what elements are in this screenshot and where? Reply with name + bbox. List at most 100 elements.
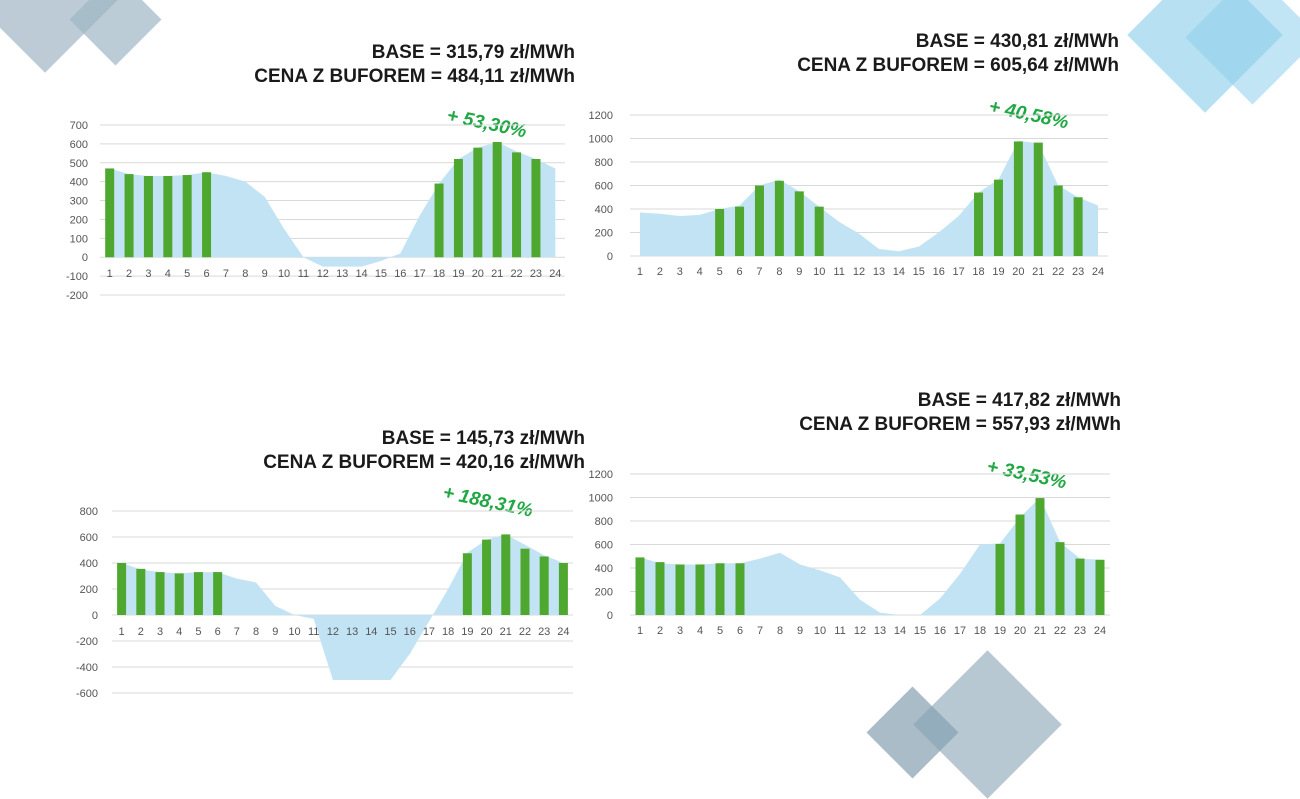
bar (1055, 542, 1065, 615)
x-tick-label: 1 (119, 626, 125, 638)
x-tick-label: 2 (657, 625, 663, 637)
y-tick-label: -400 (76, 662, 98, 674)
bar (675, 564, 685, 615)
y-tick-label: -200 (76, 636, 98, 648)
x-tick-label: 9 (272, 626, 278, 638)
bar (520, 548, 530, 615)
y-tick-label: 400 (595, 563, 613, 575)
x-tick-label: 6 (737, 625, 743, 637)
x-tick-label: 6 (736, 266, 742, 278)
bar (155, 572, 165, 615)
x-tick-label: 11 (833, 266, 844, 278)
area-series (640, 497, 1100, 615)
x-tick-label: 7 (756, 266, 762, 278)
bar (1095, 559, 1105, 615)
x-tick-label: 13 (874, 625, 886, 637)
x-tick-label: 14 (893, 266, 905, 278)
bar (1075, 558, 1085, 615)
bar (715, 209, 725, 256)
x-tick-label: 2 (138, 626, 144, 638)
x-tick-label: 20 (480, 626, 492, 638)
bar (1015, 514, 1025, 615)
chart-title-2: BASE = 430,81 zł/MWh CENA Z BUFOREM = 60… (797, 30, 1119, 78)
x-tick-label: 14 (365, 626, 377, 638)
bar (482, 539, 492, 615)
bar (814, 206, 824, 256)
x-tick-label: 16 (934, 625, 946, 637)
area-series (121, 534, 564, 680)
x-tick-label: 7 (223, 268, 229, 280)
x-tick-label: 2 (126, 268, 132, 280)
x-tick-label: 17 (954, 625, 966, 637)
x-tick-label: 22 (519, 626, 531, 638)
x-tick-label: 20 (1014, 625, 1026, 637)
bar (695, 564, 705, 615)
bar (473, 147, 483, 258)
x-tick-label: 5 (195, 626, 201, 638)
x-tick-label: 11 (298, 268, 309, 280)
buffer-price-1: CENA Z BUFOREM = 484,11 zł/MWh (254, 66, 575, 87)
y-tick-label: 700 (70, 120, 88, 132)
y-tick-label: -100 (66, 271, 88, 283)
y-tick-label: 300 (70, 196, 88, 208)
bar (105, 168, 115, 258)
x-tick-label: 19 (461, 626, 473, 638)
y-tick-label: 200 (80, 584, 98, 596)
x-tick-label: 18 (433, 268, 445, 280)
x-tick-label: 18 (974, 625, 986, 637)
bar (993, 179, 1003, 256)
bar (1013, 141, 1023, 256)
bar (1073, 197, 1083, 256)
x-tick-label: 19 (994, 625, 1006, 637)
x-tick-label: 3 (157, 626, 163, 638)
x-tick-label: 7 (757, 625, 763, 637)
x-tick-label: 4 (697, 625, 703, 637)
bar (655, 562, 665, 615)
x-tick-label: 11 (308, 626, 319, 638)
x-tick-label: 14 (355, 268, 367, 280)
bar (794, 191, 804, 256)
x-tick-label: 16 (404, 626, 416, 638)
bar (635, 557, 645, 615)
x-tick-label: 15 (914, 625, 926, 637)
x-tick-label: 17 (423, 626, 435, 638)
bar (735, 206, 745, 256)
x-tick-label: 8 (776, 266, 782, 278)
x-tick-label: 5 (184, 268, 190, 280)
x-tick-label: 24 (549, 268, 561, 280)
y-tick-label: 1200 (589, 110, 613, 122)
x-tick-label: 5 (717, 266, 723, 278)
x-tick-label: 15 (375, 268, 387, 280)
y-tick-label: 200 (595, 228, 613, 240)
bar (193, 572, 203, 615)
y-tick-label: 200 (595, 587, 613, 599)
y-tick-label: 0 (607, 251, 613, 263)
area-series (109, 142, 556, 267)
x-tick-label: 24 (1092, 266, 1104, 278)
bar (453, 159, 463, 258)
x-tick-label: 12 (327, 626, 339, 638)
x-tick-label: 19 (992, 266, 1004, 278)
y-tick-label: 600 (80, 532, 98, 544)
chart-title-1: BASE = 315,79 zł/MWh CENA Z BUFOREM = 48… (254, 41, 575, 89)
y-tick-label: 400 (70, 177, 88, 189)
y-tick-label: 0 (92, 610, 98, 622)
bar (974, 192, 984, 256)
area-series (639, 140, 1099, 256)
bar (995, 543, 1005, 615)
y-tick-label: 600 (595, 181, 613, 193)
y-tick-label: 0 (82, 252, 88, 264)
y-tick-label: 1200 (589, 469, 613, 481)
bar (558, 563, 568, 615)
bar (143, 176, 153, 258)
chart-title-3: BASE = 145,73 zł/MWh CENA Z BUFOREM = 42… (263, 427, 585, 475)
x-tick-label: 9 (797, 625, 803, 637)
bar (539, 556, 549, 615)
bar (735, 563, 745, 615)
x-tick-label: 22 (1054, 625, 1066, 637)
bar (501, 534, 511, 615)
y-tick-label: -200 (66, 290, 88, 302)
buffer-price-2: CENA Z BUFOREM = 605,64 zł/MWh (797, 55, 1119, 76)
